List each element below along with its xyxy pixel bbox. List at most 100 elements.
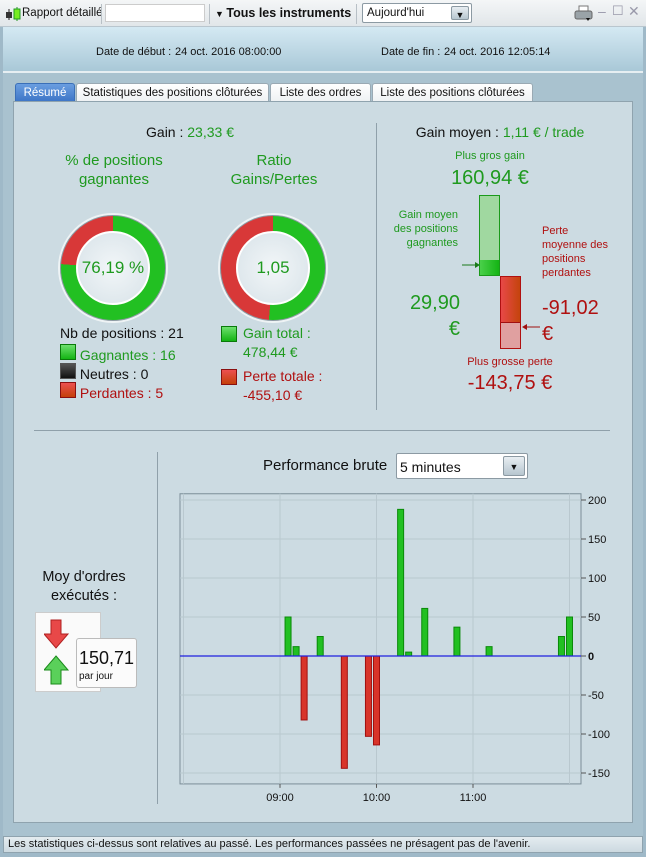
instruments-label: Tous les instruments — [226, 6, 352, 20]
positive-bar — [292, 646, 300, 657]
avg-loss-marker — [501, 277, 520, 323]
tab-order-list[interactable]: Liste des ordres — [270, 83, 371, 102]
x-tick-label: 09:00 — [266, 792, 294, 804]
average-gain-label: Gain moyen : — [415, 124, 499, 140]
gain-range-bar — [479, 195, 500, 276]
instruments-dropdown[interactable]: ▼ Tous les instruments — [215, 6, 351, 20]
total-loss-label: Perte totale : — [243, 368, 323, 384]
black-swatch — [60, 363, 76, 379]
win-pct-title: % de positions gagnantes — [65, 152, 163, 188]
y-tick-label: 50 — [588, 612, 600, 624]
toolbar: Rapport détaillé ▼ Tous les instruments … — [0, 0, 646, 27]
horizontal-divider — [34, 430, 610, 431]
biggest-gain-label: Plus gros gain — [455, 150, 525, 162]
win-pct-value: 76,19 % — [76, 231, 150, 305]
x-tick-label: 10:00 — [363, 792, 391, 804]
performance-chart: 200 150 100 50 0 -50 -100 -150 09:00 10:00 11:00 — [179, 493, 610, 804]
gain-label: Gain : — [146, 124, 184, 140]
win-pct-donut: 76,19 % — [60, 215, 166, 321]
loss-range-bar — [500, 276, 521, 349]
maximize-icon[interactable]: ☐ — [612, 3, 624, 18]
average-gain-value: 1,11 € / trade — [502, 124, 585, 140]
neutral-label: Neutres : 0 — [79, 366, 149, 382]
orders-value: 150,71 — [79, 648, 135, 668]
avg-win-label: Gain moyen des positions gagnantes — [393, 209, 458, 249]
end-date-value: 24 oct. 2016 12:05:14 — [444, 46, 551, 58]
y-tick-label: 200 — [588, 495, 606, 507]
total-gain-value: 478,44 € — [243, 344, 298, 360]
gain-summary: Gain : 23,33 € — [20, 124, 360, 140]
negative-bar — [300, 655, 308, 721]
positive-bar — [397, 508, 405, 657]
avg-loss-label: Perte moyenne des positions perdantes — [542, 225, 609, 279]
tab-closed-position-list[interactable]: Liste des positions clôturées — [372, 83, 533, 102]
total-gain-label: Gain total : — [243, 325, 311, 341]
date-header: Date de début : 24 oct. 2016 08:00:00 Da… — [3, 27, 643, 73]
x-tick-label: 11:00 — [460, 792, 487, 804]
tab-summary[interactable]: Résumé — [15, 83, 75, 102]
arrow-right-icon — [462, 257, 480, 271]
negative-bar — [364, 655, 372, 737]
biggest-loss-value: -143,75 € — [467, 372, 553, 394]
orders-label: Moy d'ordres exécutés : — [42, 569, 126, 604]
chevron-down-icon: ▼ — [503, 456, 525, 476]
gain-value: 23,33 € — [187, 124, 234, 140]
plot-area — [179, 493, 582, 785]
green-swatch — [221, 326, 237, 342]
biggest-gain-value: 160,94 € — [451, 167, 529, 189]
legend-losers: Perdantes : 5 — [60, 382, 163, 401]
positive-bar — [453, 626, 461, 657]
negative-bar — [340, 655, 348, 769]
y-tick-label: -50 — [588, 690, 604, 702]
performance-label: Performance brute — [263, 457, 388, 474]
y-tick-label: -150 — [588, 768, 610, 780]
minimize-icon[interactable]: – — [598, 3, 606, 19]
positive-bar — [566, 616, 573, 657]
positive-bar — [485, 646, 493, 657]
avg-win-value: 29,90 € — [409, 292, 460, 340]
search-input[interactable] — [105, 4, 205, 22]
period-value: Aujourd'hui — [367, 7, 425, 19]
legend-winners: Gagnantes : 16 — [60, 344, 176, 363]
status-bar: Les statistiques ci-dessus sont relative… — [3, 836, 643, 853]
close-icon[interactable]: ✕ — [628, 3, 640, 19]
average-gain: Gain moyen : 1,11 € / trade — [380, 124, 620, 140]
legend-neutral: Neutres : 0 — [60, 363, 148, 382]
y-tick-label: -100 — [588, 729, 610, 741]
vertical-divider-bottom — [157, 452, 158, 804]
total-loss-value: -455,10 € — [243, 387, 303, 403]
period-select[interactable]: Aujourd'hui ▼ — [362, 3, 472, 23]
orders-value-box: 150,71 par jour — [76, 638, 137, 688]
green-swatch — [60, 344, 76, 360]
red-swatch — [221, 369, 237, 385]
report-button[interactable]: Rapport détaillé — [22, 7, 103, 19]
losers-label: Perdantes : 5 — [79, 385, 164, 401]
tab-closed-position-stats[interactable]: Statistiques des positions clôturées — [76, 83, 269, 102]
negative-bar — [373, 655, 380, 746]
winners-label: Gagnantes : 16 — [79, 347, 176, 363]
interval-value: 5 minutes — [400, 459, 461, 475]
avg-win-marker — [480, 260, 499, 275]
positive-bar — [316, 636, 324, 657]
orders-unit: par jour — [79, 671, 113, 682]
start-date-value: 24 oct. 2016 08:00:00 — [175, 46, 282, 58]
ratio-value: 1,05 — [236, 231, 310, 305]
end-date-label: Date de fin : — [381, 46, 441, 58]
y-tick-label: 0 — [588, 651, 594, 663]
positive-bar — [421, 607, 429, 657]
start-date-label: Date de début : — [96, 46, 172, 58]
positions-count: Nb de positions : 21 — [60, 325, 184, 341]
y-tick-label: 100 — [588, 573, 606, 585]
candlestick-icon — [4, 6, 22, 25]
avg-loss-value: -91,02 € — [542, 297, 599, 345]
print-icon[interactable] — [574, 5, 594, 26]
ratio-donut: 1,05 — [220, 215, 326, 321]
dropdown-arrow-icon: ▼ — [215, 9, 227, 19]
ratio-title: Ratio Gains/Pertes — [230, 152, 318, 188]
biggest-loss-label: Plus grosse perte — [467, 356, 553, 368]
positive-bar — [557, 636, 565, 657]
positive-bar — [284, 616, 292, 657]
interval-select[interactable]: 5 minutes ▼ — [396, 453, 528, 479]
arrow-left-icon — [522, 319, 540, 333]
red-swatch — [60, 382, 76, 398]
